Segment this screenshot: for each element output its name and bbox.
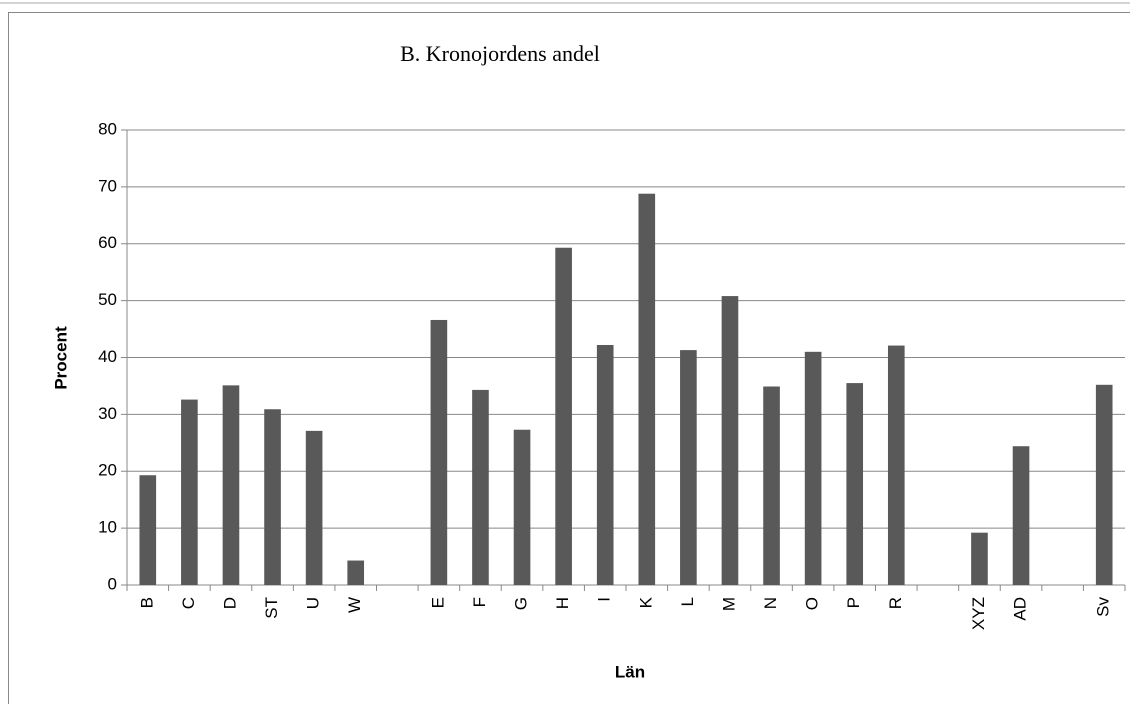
x-tick-label: U: [304, 597, 323, 609]
y-tick-label: 30: [98, 404, 117, 423]
bar: [139, 475, 157, 585]
bar: [721, 296, 739, 585]
bar: [763, 386, 780, 585]
y-tick-label: 50: [98, 290, 117, 309]
bar: [638, 193, 656, 585]
x-tick-label: W: [345, 597, 364, 613]
bar: [680, 350, 697, 585]
x-tick-label: E: [428, 597, 447, 608]
x-tick-label: B: [137, 597, 156, 608]
x-tick-label: G: [512, 597, 531, 610]
x-tick-label: O: [803, 597, 822, 610]
y-axis-title: Procent: [51, 326, 70, 390]
bar: [555, 247, 572, 585]
x-axis-title: Län: [615, 662, 645, 681]
x-tick-label: F: [470, 597, 489, 607]
bar: [305, 430, 323, 585]
chart-frame: [8, 12, 1130, 704]
x-tick-label: I: [595, 597, 614, 602]
bar: [1012, 446, 1030, 585]
bar: [846, 383, 864, 585]
y-tick-label: 70: [98, 176, 117, 195]
bar: [1095, 384, 1113, 585]
bar: [804, 351, 822, 585]
y-tick-label: 0: [108, 574, 117, 593]
x-tick-label: D: [220, 597, 239, 609]
x-tick-label: M: [719, 597, 738, 611]
chart-title: B. Kronojordens andel: [400, 41, 600, 66]
x-tick-label: K: [636, 596, 655, 608]
y-tick-label: 40: [98, 347, 117, 366]
x-tick-label: H: [553, 597, 572, 609]
x-tick-label: N: [761, 597, 780, 609]
x-tick-label: L: [678, 597, 697, 606]
y-tick-label: 60: [98, 233, 117, 252]
bar: [971, 532, 988, 585]
x-tick-label: Sv: [1094, 597, 1113, 617]
y-tick-label: 80: [98, 119, 117, 138]
bar: [596, 344, 614, 585]
x-tick-label: R: [886, 597, 905, 609]
x-tick-label: XYZ: [969, 597, 988, 630]
bar: [222, 385, 240, 585]
bar: [264, 409, 281, 585]
y-tick-label: 20: [98, 461, 117, 480]
x-tick-label: C: [179, 597, 198, 609]
bar: [472, 389, 489, 585]
bar: [181, 399, 198, 585]
bar: [513, 429, 531, 585]
bar: [347, 560, 365, 585]
x-tick-label: P: [844, 597, 863, 608]
x-tick-label: AD: [1011, 597, 1030, 621]
bar: [887, 345, 905, 585]
bar: [430, 319, 448, 585]
y-tick-label: 10: [98, 518, 117, 537]
x-tick-label: ST: [262, 597, 281, 619]
